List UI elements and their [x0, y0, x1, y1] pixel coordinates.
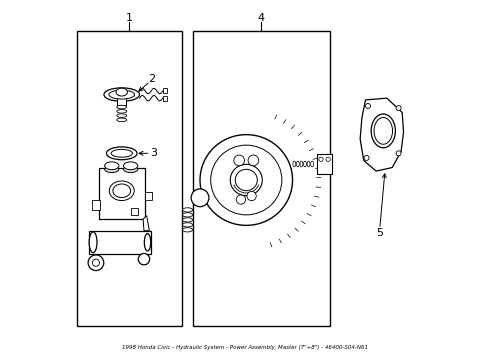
Ellipse shape	[109, 181, 134, 201]
Circle shape	[365, 103, 370, 108]
Ellipse shape	[370, 114, 395, 148]
Ellipse shape	[117, 105, 126, 109]
Circle shape	[88, 255, 103, 271]
Ellipse shape	[123, 166, 138, 172]
Ellipse shape	[106, 147, 137, 160]
Ellipse shape	[182, 228, 192, 232]
Circle shape	[191, 189, 208, 207]
Ellipse shape	[208, 144, 283, 216]
Ellipse shape	[104, 166, 119, 172]
Ellipse shape	[116, 88, 127, 96]
Circle shape	[233, 155, 244, 166]
Ellipse shape	[182, 223, 192, 227]
Circle shape	[395, 105, 400, 111]
Bar	[317, 154, 331, 174]
Ellipse shape	[296, 161, 299, 167]
Ellipse shape	[113, 184, 130, 198]
Ellipse shape	[117, 118, 126, 122]
Ellipse shape	[182, 208, 192, 212]
Ellipse shape	[111, 149, 132, 157]
Ellipse shape	[144, 234, 150, 251]
Text: 3: 3	[150, 148, 157, 158]
Text: 5: 5	[375, 228, 383, 238]
Ellipse shape	[117, 114, 126, 117]
Ellipse shape	[104, 162, 119, 170]
Ellipse shape	[230, 165, 262, 195]
Ellipse shape	[310, 161, 313, 167]
Ellipse shape	[123, 162, 138, 170]
Ellipse shape	[182, 213, 192, 217]
Polygon shape	[143, 216, 149, 231]
Ellipse shape	[373, 118, 392, 144]
Circle shape	[236, 195, 245, 204]
Ellipse shape	[235, 169, 257, 191]
Circle shape	[395, 151, 400, 156]
Bar	[117, 94, 126, 105]
Text: 1998 Honda Civic - Hydraulic System - Power Assembly, Master (7"+8") - 46400-S04: 1998 Honda Civic - Hydraulic System - Po…	[121, 346, 367, 350]
Bar	[144, 192, 152, 199]
Text: 4: 4	[256, 13, 264, 23]
Bar	[192, 31, 329, 326]
Ellipse shape	[117, 109, 126, 113]
Circle shape	[138, 253, 149, 265]
Circle shape	[325, 157, 329, 161]
Ellipse shape	[306, 161, 309, 167]
Bar	[163, 96, 166, 101]
Ellipse shape	[210, 145, 281, 215]
Text: 2: 2	[148, 73, 155, 84]
Text: 1: 1	[125, 13, 132, 23]
Ellipse shape	[182, 218, 192, 222]
Circle shape	[318, 157, 323, 161]
Polygon shape	[359, 98, 403, 171]
Circle shape	[92, 259, 99, 266]
Ellipse shape	[104, 88, 139, 102]
Ellipse shape	[292, 161, 295, 167]
Bar	[99, 167, 144, 219]
Circle shape	[246, 192, 256, 201]
Bar	[92, 200, 100, 210]
Ellipse shape	[300, 161, 302, 167]
Ellipse shape	[89, 232, 97, 253]
Ellipse shape	[303, 161, 306, 167]
Circle shape	[363, 156, 368, 161]
Bar	[163, 88, 166, 93]
Bar	[89, 231, 151, 254]
Circle shape	[247, 155, 258, 166]
Ellipse shape	[200, 135, 292, 225]
Bar	[77, 31, 182, 326]
Ellipse shape	[109, 90, 134, 99]
Bar	[130, 208, 138, 215]
